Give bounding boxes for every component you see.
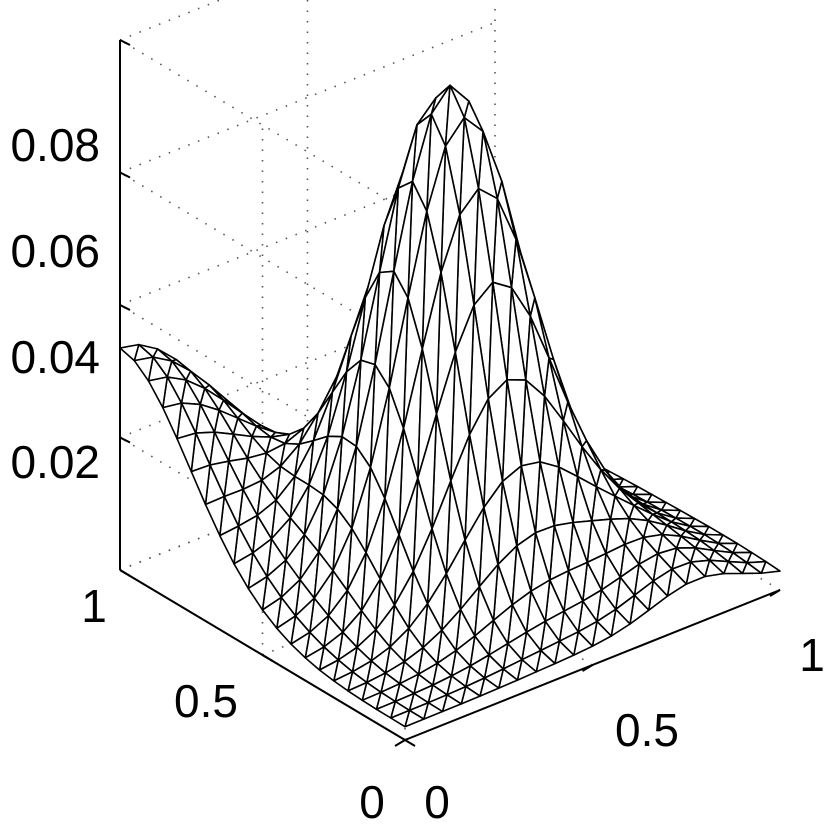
- y-tick-label-0.5: 0.5: [174, 675, 238, 727]
- x-tick-label-1: 1: [799, 629, 825, 681]
- mesh-face: [290, 631, 311, 659]
- z-tick-label-0.04: 0.04: [10, 331, 100, 383]
- mesh-face: [516, 658, 538, 681]
- mesh-face: [375, 700, 397, 719]
- mesh-face: [204, 495, 226, 537]
- z-tick-label-0.06: 0.06: [10, 225, 100, 277]
- mesh-face: [162, 402, 183, 440]
- mesh-face: [647, 580, 669, 612]
- y-tick: [404, 739, 416, 747]
- mesh-face: [119, 343, 140, 362]
- x-tick: [581, 664, 594, 672]
- z-tick-label-0.02: 0.02: [10, 436, 100, 488]
- z-tick-label-0.08: 0.08: [10, 119, 100, 171]
- mesh-face: [389, 709, 411, 728]
- mesh-face: [233, 552, 254, 590]
- mesh-face: [147, 376, 169, 409]
- mesh-face: [190, 464, 211, 506]
- x-tick: [394, 739, 406, 747]
- y-tick: [261, 654, 274, 662]
- z-tick: [119, 436, 131, 444]
- mesh-face: [318, 659, 340, 682]
- mesh-face: [554, 640, 575, 665]
- mesh-face: [261, 596, 283, 630]
- x-tick: [769, 589, 781, 597]
- mesh-face: [332, 670, 354, 692]
- z-tick: [119, 39, 131, 46]
- mesh-face: [176, 432, 197, 473]
- mesh-face: [133, 356, 154, 382]
- mesh-face: [219, 525, 240, 565]
- grid-line: [119, 21, 496, 174]
- z-tick: [119, 171, 131, 179]
- y-tick: [119, 569, 131, 577]
- y-tick-label-0: 0: [359, 776, 385, 828]
- mesh-face: [247, 575, 268, 611]
- mesh-face: [741, 561, 763, 575]
- x-tick-label-0: 0: [424, 776, 450, 828]
- mesh-face: [304, 646, 325, 671]
- x-tick-label-0.5: 0.5: [615, 704, 679, 756]
- surface-mesh: [119, 84, 781, 728]
- axes: [119, 39, 781, 747]
- z-tick: [119, 304, 131, 311]
- grid-line: [119, 0, 223, 41]
- mesh-face: [275, 615, 297, 645]
- y-tick-label-1: 1: [81, 580, 107, 632]
- grid-line: [119, 39, 406, 211]
